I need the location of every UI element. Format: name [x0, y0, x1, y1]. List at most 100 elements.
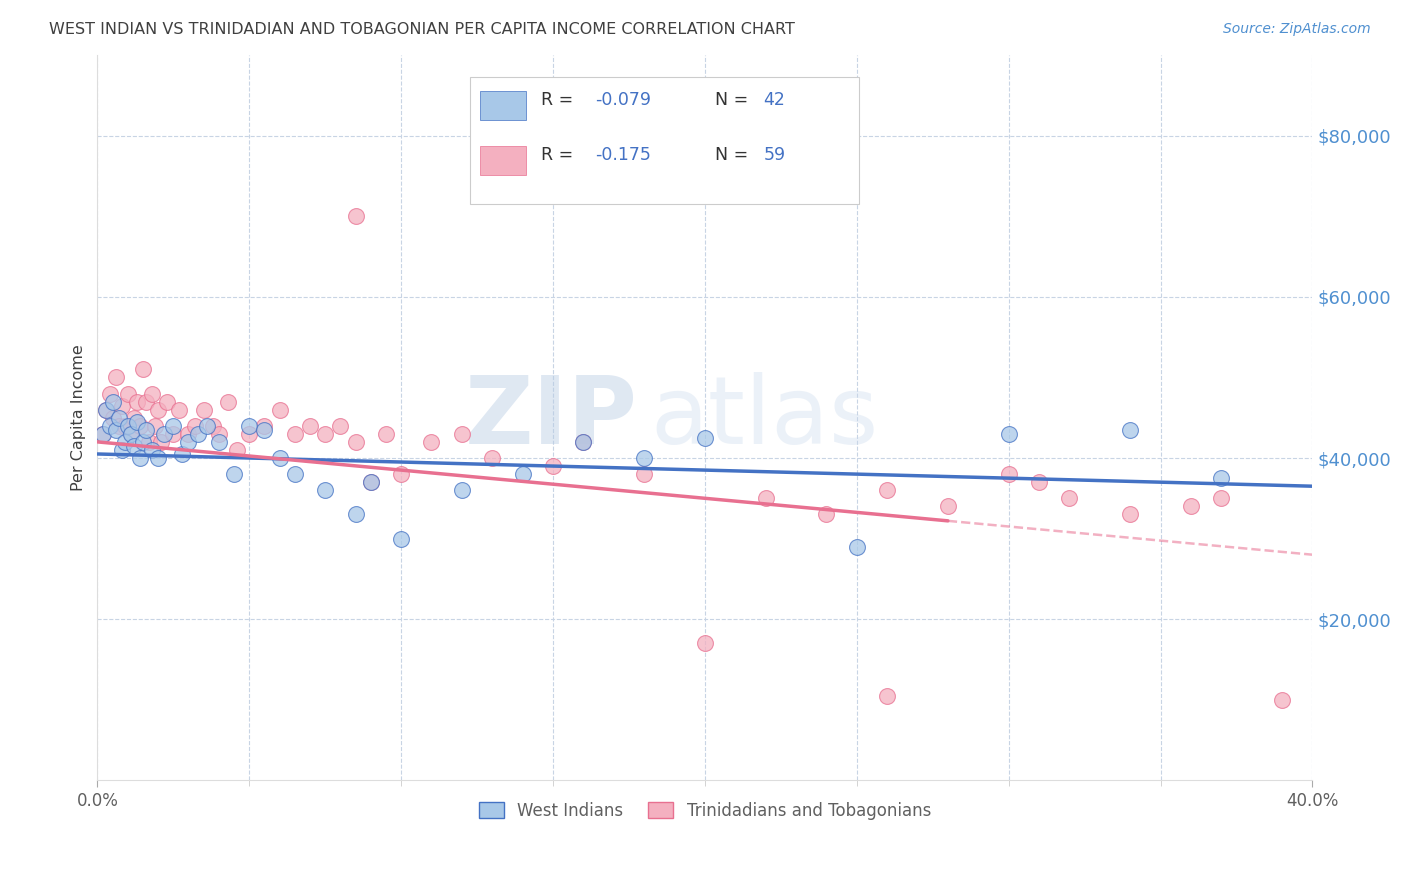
- Point: [107, 418, 129, 433]
- Point: [876, 483, 898, 498]
- Text: WEST INDIAN VS TRINIDADIAN AND TOBAGONIAN PER CAPITA INCOME CORRELATION CHART: WEST INDIAN VS TRINIDADIAN AND TOBAGONIA…: [49, 22, 794, 37]
- Point: [120, 426, 142, 441]
- Point: [389, 532, 412, 546]
- Point: [633, 450, 655, 465]
- Point: [143, 418, 166, 433]
- Point: [344, 209, 367, 223]
- Bar: [479, 91, 526, 120]
- Point: [93, 426, 115, 441]
- Point: [162, 426, 184, 441]
- Point: [98, 386, 121, 401]
- Point: [177, 434, 200, 449]
- Text: -0.079: -0.079: [596, 91, 651, 110]
- Point: [146, 450, 169, 465]
- Point: [208, 434, 231, 449]
- Point: [253, 418, 276, 433]
- Point: [132, 434, 155, 449]
- Point: [120, 426, 142, 441]
- Point: [693, 431, 716, 445]
- Point: [1119, 508, 1142, 522]
- Point: [162, 418, 184, 433]
- Point: [141, 386, 163, 401]
- Point: [997, 426, 1019, 441]
- Point: [1211, 471, 1233, 485]
- Point: [572, 434, 595, 449]
- Y-axis label: Per Capita Income: Per Capita Income: [72, 344, 86, 491]
- Point: [141, 442, 163, 457]
- Text: -0.175: -0.175: [596, 145, 651, 164]
- Point: [172, 447, 194, 461]
- Point: [195, 418, 218, 433]
- Point: [633, 467, 655, 482]
- Point: [193, 402, 215, 417]
- FancyBboxPatch shape: [471, 77, 859, 203]
- Point: [298, 418, 321, 433]
- Point: [96, 402, 118, 417]
- Point: [284, 467, 307, 482]
- Point: [1211, 491, 1233, 506]
- Point: [541, 458, 564, 473]
- Point: [169, 402, 191, 417]
- Point: [360, 475, 382, 490]
- Text: 59: 59: [763, 145, 786, 164]
- Point: [238, 418, 260, 433]
- Point: [104, 423, 127, 437]
- Point: [156, 394, 179, 409]
- Point: [114, 434, 136, 449]
- Text: ZIP: ZIP: [465, 372, 638, 464]
- Point: [111, 442, 134, 457]
- Point: [96, 402, 118, 417]
- Point: [269, 450, 291, 465]
- Point: [128, 450, 150, 465]
- Point: [117, 386, 139, 401]
- Point: [187, 426, 209, 441]
- Point: [217, 394, 239, 409]
- Point: [104, 370, 127, 384]
- Point: [132, 362, 155, 376]
- Point: [122, 410, 145, 425]
- Point: [135, 423, 157, 437]
- Point: [512, 467, 534, 482]
- Point: [101, 394, 124, 409]
- Point: [128, 418, 150, 433]
- Point: [93, 426, 115, 441]
- Point: [177, 426, 200, 441]
- Point: [450, 426, 472, 441]
- Point: [481, 450, 503, 465]
- Point: [693, 636, 716, 650]
- Point: [284, 426, 307, 441]
- Point: [374, 426, 396, 441]
- Point: [936, 500, 959, 514]
- Text: R =: R =: [541, 91, 579, 110]
- Point: [876, 689, 898, 703]
- Point: [344, 508, 367, 522]
- Point: [1271, 692, 1294, 706]
- Point: [98, 418, 121, 433]
- Point: [1028, 475, 1050, 490]
- Point: [117, 418, 139, 433]
- Point: [1180, 500, 1202, 514]
- Legend: West Indians, Trinidadians and Tobagonians: West Indians, Trinidadians and Tobagonia…: [472, 795, 938, 826]
- Point: [153, 426, 176, 441]
- Point: [1059, 491, 1081, 506]
- Point: [815, 508, 838, 522]
- Point: [150, 434, 173, 449]
- Point: [146, 402, 169, 417]
- Text: N =: N =: [714, 145, 754, 164]
- Point: [572, 434, 595, 449]
- Point: [226, 442, 249, 457]
- Point: [138, 434, 160, 449]
- Point: [135, 394, 157, 409]
- Point: [125, 415, 148, 429]
- Point: [1119, 423, 1142, 437]
- Point: [269, 402, 291, 417]
- Point: [107, 410, 129, 425]
- Point: [122, 439, 145, 453]
- Point: [360, 475, 382, 490]
- Point: [329, 418, 352, 433]
- Point: [111, 399, 134, 413]
- Text: Source: ZipAtlas.com: Source: ZipAtlas.com: [1223, 22, 1371, 37]
- Point: [389, 467, 412, 482]
- Text: N =: N =: [714, 91, 754, 110]
- Bar: [479, 145, 526, 175]
